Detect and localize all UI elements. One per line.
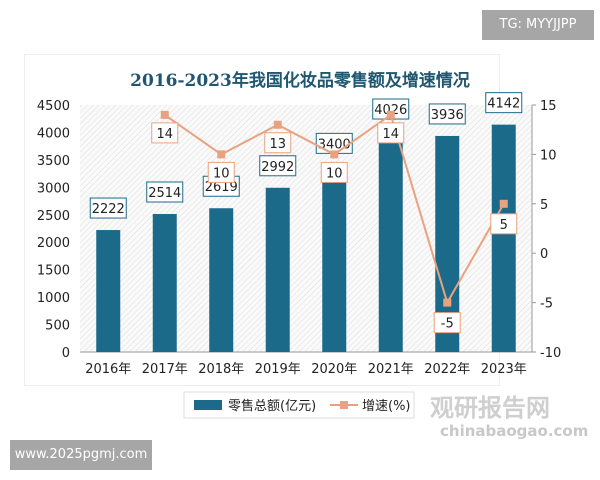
legend	[183, 391, 415, 419]
right-tick-label: 15	[540, 99, 557, 114]
plot-area	[80, 105, 532, 352]
growth-data-label: 10	[213, 166, 230, 181]
bar	[265, 187, 290, 352]
bar-data-label: 2222	[92, 202, 125, 217]
legend-bar-swatch	[194, 400, 222, 410]
bar	[322, 165, 347, 352]
bar	[378, 131, 403, 352]
category-label: 2017年	[142, 362, 188, 377]
bar-data-label: 2619	[205, 180, 238, 195]
growth-point	[386, 110, 395, 119]
bar-label-box	[89, 197, 127, 219]
chart-title: 2016-2023年我国化妆品零售额及增速情况	[130, 70, 470, 91]
tg-watermark: TG: MYYJJPP	[482, 10, 594, 40]
growth-label-box	[433, 312, 461, 334]
brand-watermark: 观研报告网	[430, 394, 550, 422]
right-tick-label: 0	[540, 247, 548, 262]
bar-data-label: 4026	[374, 103, 407, 118]
bar	[96, 230, 121, 352]
growth-point	[330, 150, 339, 159]
left-tick-label: 2000	[37, 236, 70, 251]
growth-label-box	[207, 161, 235, 183]
growth-point	[499, 199, 508, 208]
growth-point	[217, 150, 226, 159]
growth-label-box	[490, 213, 518, 235]
category-label: 2018年	[198, 362, 244, 377]
growth-data-label: 13	[269, 137, 286, 152]
bar-label-box	[372, 98, 410, 120]
left-tick-label: 1000	[37, 291, 70, 306]
bar-data-label: 3936	[431, 108, 464, 123]
growth-label-box	[264, 132, 292, 154]
left-tick-label: 3000	[37, 181, 70, 196]
brand-url-watermark: chinabaogao.com	[440, 422, 589, 440]
bar	[491, 124, 516, 352]
growth-data-label: -5	[441, 317, 454, 332]
growth-label-box	[377, 122, 405, 144]
category-label: 2023年	[481, 362, 527, 377]
bar	[152, 214, 177, 352]
left-tick-label: 0	[62, 346, 70, 361]
legend-bar-label: 零售总额(亿元)	[228, 398, 316, 414]
legend-line-label: 增速(%)	[362, 399, 411, 414]
category-label: 2019年	[255, 362, 301, 377]
growth-point	[443, 298, 452, 307]
url-watermark: www.2025pgmj.com	[10, 440, 152, 470]
bar-data-label: 2992	[261, 160, 294, 175]
category-label: 2016年	[85, 362, 131, 377]
growth-point	[160, 110, 169, 119]
left-tick-label: 4500	[37, 99, 70, 114]
growth-label-box	[151, 122, 179, 144]
category-label: 2022年	[424, 362, 470, 377]
left-tick-label: 1500	[37, 264, 70, 279]
right-tick-label: 10	[540, 148, 557, 163]
bar	[209, 208, 234, 352]
bar-label-box	[259, 155, 297, 177]
growth-data-label: 5	[500, 218, 508, 233]
growth-point	[273, 120, 282, 129]
right-tick-label: -10	[540, 346, 561, 361]
bar-data-label: 2514	[148, 186, 181, 201]
bar-data-label: 4142	[487, 97, 520, 112]
right-tick-label: -5	[540, 297, 553, 312]
left-tick-label: 2500	[37, 209, 70, 224]
category-label: 2020年	[311, 362, 357, 377]
left-tick-label: 4000	[37, 126, 70, 141]
left-tick-label: 500	[45, 319, 70, 334]
growth-data-label: 10	[326, 166, 343, 181]
left-tick-label: 3500	[37, 154, 70, 169]
category-label: 2021年	[368, 362, 414, 377]
bar-label-box	[485, 92, 523, 114]
growth-data-label: 14	[382, 127, 399, 142]
legend-line-marker	[340, 401, 348, 409]
bar-label-box	[428, 103, 466, 125]
bar-label-box	[146, 181, 184, 203]
growth-label-box	[320, 161, 348, 183]
bar-data-label: 3400	[318, 137, 351, 152]
growth-data-label: 14	[156, 127, 173, 142]
right-tick-label: 5	[540, 198, 548, 213]
